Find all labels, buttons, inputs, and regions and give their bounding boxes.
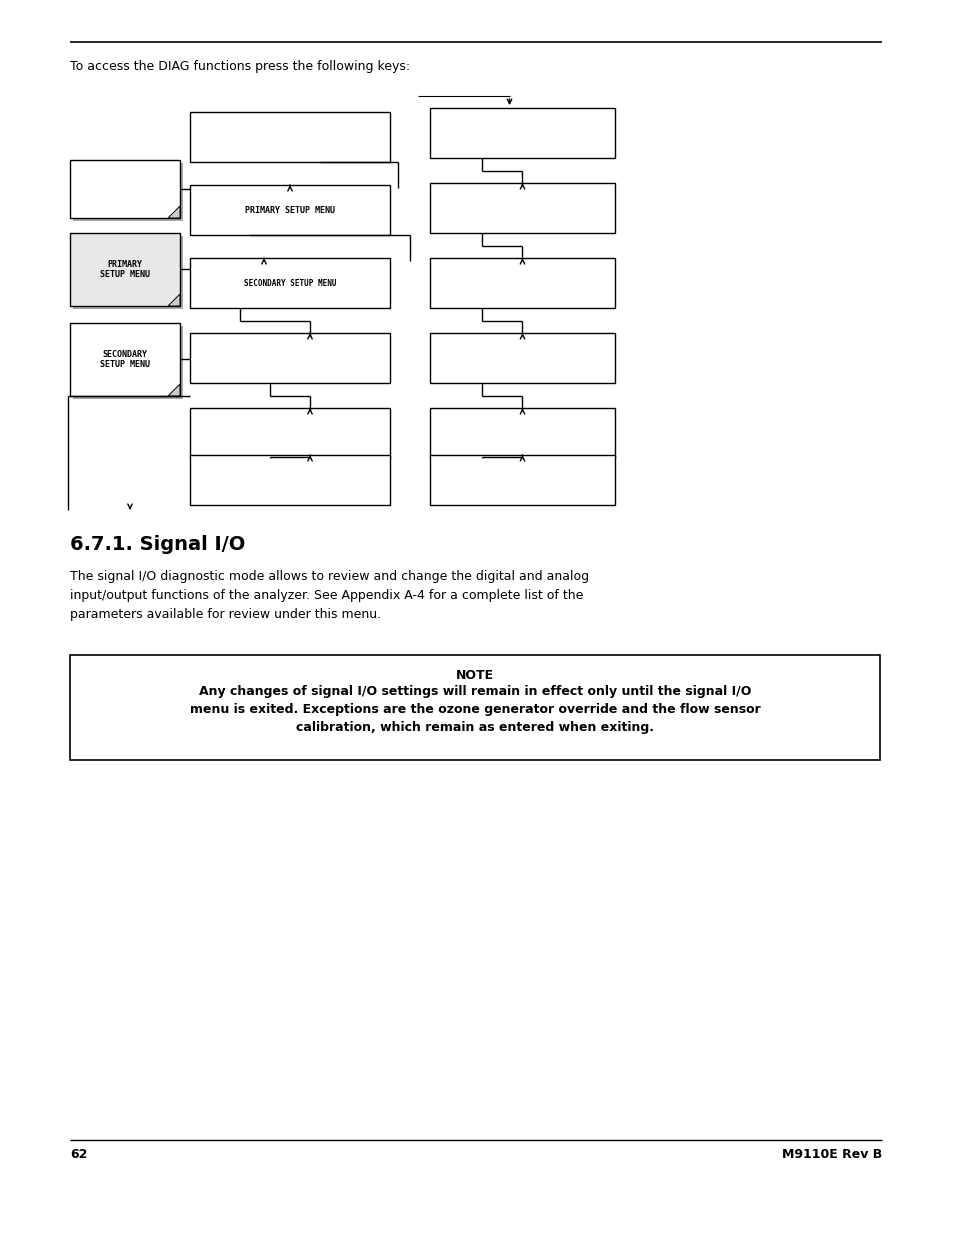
Bar [430, 107, 615, 158]
Bar [190, 258, 390, 308]
Text: PRIMARY SETUP MENU: PRIMARY SETUP MENU [245, 205, 335, 215]
Polygon shape [168, 206, 180, 219]
Bar [190, 454, 390, 505]
Bar [73, 236, 183, 309]
Text: M9110E Rev B: M9110E Rev B [781, 1149, 882, 1161]
Bar [430, 258, 615, 308]
Bar [430, 333, 615, 383]
Text: SECONDARY SETUP MENU: SECONDARY SETUP MENU [244, 279, 335, 288]
Bar [190, 112, 390, 162]
Bar [430, 408, 615, 458]
Bar [70, 233, 180, 306]
Bar [190, 333, 390, 383]
Bar [73, 326, 183, 399]
Bar [430, 454, 615, 505]
Text: 62: 62 [70, 1149, 88, 1161]
Text: To access the DIAG functions press the following keys:: To access the DIAG functions press the f… [70, 61, 410, 73]
Bar [190, 408, 390, 458]
Bar [70, 161, 180, 219]
Text: NOTE: NOTE [456, 669, 494, 682]
Text: The signal I/O diagnostic mode allows to review and change the digital and analo: The signal I/O diagnostic mode allows to… [70, 571, 589, 621]
Text: Any changes of signal I/O settings will remain in effect only until the signal I: Any changes of signal I/O settings will … [190, 685, 760, 734]
Bar [70, 655, 879, 760]
Text: 6.7.1. Signal I/O: 6.7.1. Signal I/O [70, 535, 245, 555]
Polygon shape [168, 384, 180, 396]
Polygon shape [168, 294, 180, 306]
Bar [70, 324, 180, 396]
Bar [73, 163, 183, 221]
Text: SECONDARY
SETUP MENU: SECONDARY SETUP MENU [100, 350, 150, 369]
Bar [430, 183, 615, 233]
Text: PRIMARY
SETUP MENU: PRIMARY SETUP MENU [100, 259, 150, 279]
Bar [190, 185, 390, 235]
